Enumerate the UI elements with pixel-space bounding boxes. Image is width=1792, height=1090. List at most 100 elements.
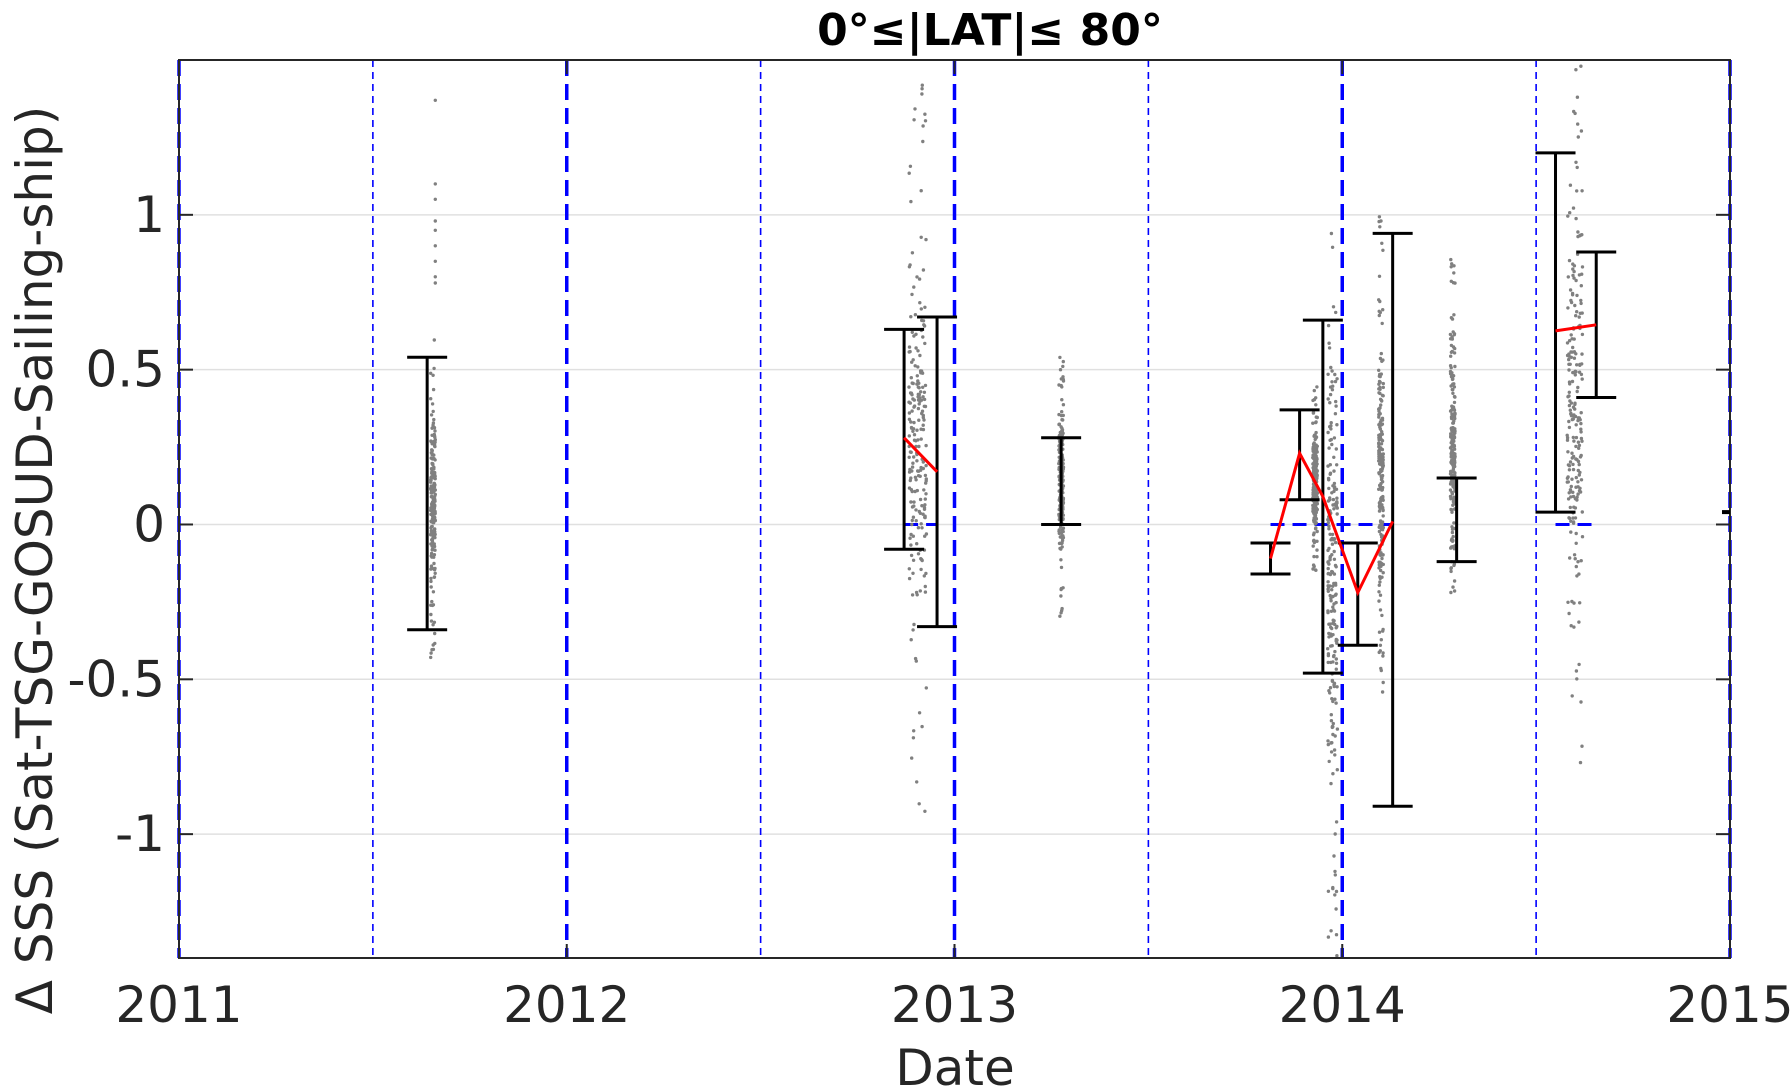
scatter-point: [912, 285, 916, 289]
scatter-point: [916, 406, 921, 411]
scatter-point: [1378, 372, 1382, 377]
scatter-point: [1379, 477, 1384, 482]
scatter-point: [1570, 350, 1575, 354]
scatter-point: [1380, 321, 1384, 326]
scatter-point: [1381, 508, 1385, 513]
scatter-point: [1381, 385, 1386, 390]
scatter-point: [1450, 377, 1455, 382]
x-tick-label: 2011: [115, 976, 242, 1034]
scatter-cluster: [1565, 64, 1585, 765]
scatter-cluster: [1377, 215, 1386, 694]
scatter-point: [1379, 219, 1383, 223]
scatter-point: [910, 360, 914, 364]
scatter-point: [1331, 503, 1335, 507]
scatter-point: [1451, 330, 1455, 334]
scatter-point: [1380, 520, 1385, 524]
scatter-point: [1381, 248, 1385, 252]
scatter-point: [912, 118, 916, 122]
scatter-point: [1569, 333, 1573, 337]
scatter-point: [1328, 392, 1333, 397]
scatter-point: [1381, 627, 1385, 632]
scatter-point: [923, 497, 927, 501]
scatter-point: [916, 469, 920, 473]
scatter-point: [1572, 269, 1576, 274]
scatter-point: [1567, 380, 1572, 384]
scatter-point: [1569, 300, 1574, 305]
scatter-point: [1377, 413, 1381, 417]
scatter-point: [1565, 476, 1570, 480]
scatter-point: [1452, 400, 1457, 405]
scatter-point: [916, 552, 921, 556]
y-tick-label: 0.5: [85, 341, 165, 399]
scatter-point: [1312, 511, 1316, 515]
scatter-point: [1060, 410, 1064, 414]
scatter-point: [1315, 474, 1319, 479]
scatter-point: [1334, 565, 1338, 569]
scatter-point: [1377, 599, 1381, 603]
scatter-point: [1377, 563, 1382, 567]
x-tick-label: 2012: [503, 976, 630, 1034]
scatter-point: [911, 534, 915, 538]
scatter-point: [1381, 308, 1385, 312]
scatter-point: [1567, 464, 1572, 468]
scatter-point: [1449, 566, 1454, 570]
scatter-point: [1328, 558, 1332, 562]
scatter-point: [920, 92, 924, 96]
scatter-point: [429, 651, 433, 655]
scatter-point: [1060, 418, 1064, 422]
scatter-point: [1570, 477, 1574, 481]
scatter-point: [1378, 423, 1383, 427]
scatter-point: [919, 235, 923, 239]
scatter-point: [1571, 516, 1575, 520]
scatter-point: [911, 736, 916, 740]
scatter-point: [919, 307, 923, 311]
scatter-point: [912, 433, 917, 437]
scatter-point: [1567, 368, 1571, 372]
scatter-point: [1377, 471, 1381, 475]
scatter-point: [432, 338, 436, 342]
scatter-point: [1315, 491, 1320, 495]
scatter-point: [1576, 416, 1581, 420]
scatter-point: [1377, 630, 1382, 634]
scatter-point: [1328, 472, 1332, 476]
scatter-point: [1332, 854, 1336, 858]
scatter-point: [1329, 596, 1333, 601]
scatter-point: [430, 544, 434, 548]
scatter-point: [1579, 421, 1583, 426]
scatter-point: [1315, 555, 1319, 559]
scatter-point: [924, 532, 929, 536]
scatter-point: [1378, 420, 1383, 425]
y-axis-label: Δ SSS (Sat-TSG-GOSUD-Sailing-ship): [6, 106, 64, 1014]
scatter-point: [1326, 889, 1331, 893]
scatter-point: [432, 561, 436, 566]
scatter-point: [1313, 490, 1317, 494]
scatter-point: [915, 593, 919, 597]
scatter-point: [1574, 435, 1579, 440]
scatter-point: [429, 397, 433, 401]
scatter-point: [1329, 719, 1334, 723]
scatter-point: [1328, 438, 1332, 442]
scatter-point: [1335, 768, 1340, 772]
scatter-point: [1377, 450, 1381, 455]
scatter-point: [1452, 579, 1457, 583]
scatter-point: [1327, 486, 1331, 491]
scatter-point: [1453, 471, 1457, 475]
scatter-point: [1329, 741, 1333, 745]
scatter-point: [924, 686, 928, 690]
scatter-point: [1315, 548, 1319, 552]
x-tick-label: 2015: [1666, 976, 1792, 1034]
scatter-point: [1332, 609, 1337, 613]
scatter-point: [1578, 363, 1582, 367]
scatter-point: [1569, 519, 1573, 523]
scatter-point: [1452, 589, 1457, 593]
scatter-point: [432, 575, 437, 579]
scatter-point: [921, 395, 925, 399]
scatter-point: [1327, 622, 1331, 626]
scatter-point: [1378, 575, 1382, 579]
scatter-point: [1380, 613, 1384, 618]
scatter-point: [1311, 421, 1315, 425]
scatter-point: [1578, 601, 1582, 605]
scatter-point: [1574, 370, 1578, 374]
scatter-point: [1333, 869, 1337, 874]
scatter-point: [916, 398, 921, 402]
